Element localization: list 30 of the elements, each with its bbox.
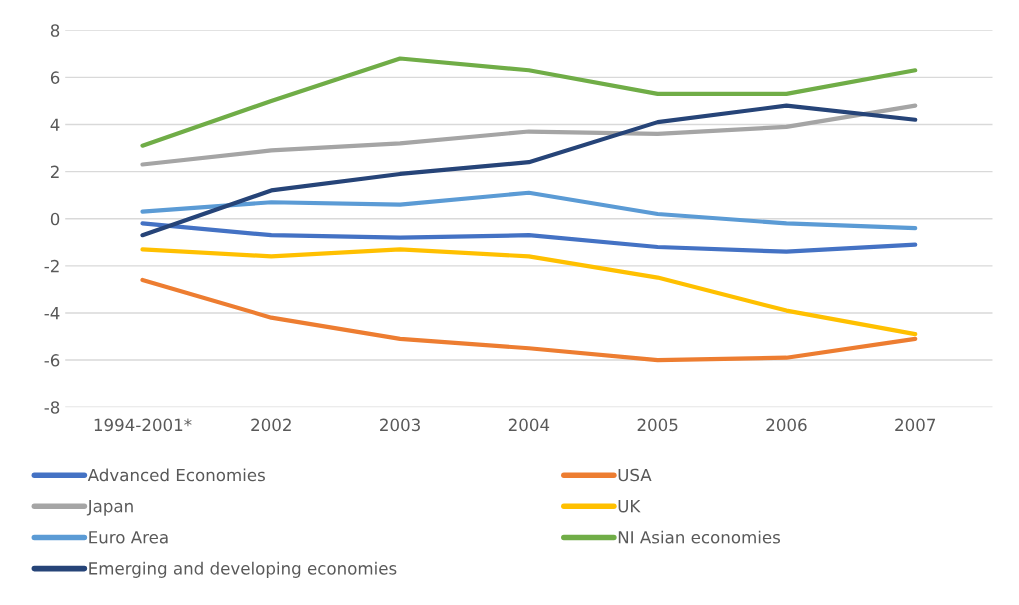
- x-tick-label: 2004: [508, 418, 550, 432]
- x-tick-label: 1994-2001*: [94, 418, 192, 432]
- x-tick-label: 2003: [380, 418, 420, 432]
- legend-label: Emerging and developing economies: [89, 561, 397, 578]
- line-series: [140, 56, 918, 148]
- legend-label: UK: [618, 500, 641, 513]
- legend-label: Japan: [86, 500, 133, 516]
- y-tick-label: 4: [50, 118, 60, 131]
- legend-label: Advanced Economies: [87, 468, 265, 482]
- legend-label: Euro Area: [89, 531, 168, 544]
- line-series: [140, 103, 918, 167]
- legend-label: USA: [618, 468, 652, 482]
- x-tick-label: 2007: [895, 418, 936, 432]
- y-tick-label: 6: [50, 71, 60, 84]
- y-tick-label: -6: [44, 354, 60, 367]
- x-tick-label: 2005: [637, 418, 678, 432]
- line-series: [140, 221, 918, 254]
- y-tick-label: -2: [44, 259, 59, 273]
- y-tick-label: 2: [50, 165, 59, 178]
- line-series: [140, 277, 918, 363]
- legend-label: NI Asian economies: [618, 530, 781, 544]
- line-series: [140, 247, 918, 337]
- line-series: [140, 190, 918, 231]
- y-tick-label: -4: [44, 307, 60, 320]
- y-tick-label: 0: [50, 212, 60, 226]
- x-tick-label: 2006: [766, 418, 807, 432]
- x-tick-label: 2002: [251, 418, 291, 432]
- line-series: [140, 103, 918, 238]
- y-tick-label: 8: [50, 24, 60, 37]
- y-tick-label: -8: [44, 401, 60, 414]
